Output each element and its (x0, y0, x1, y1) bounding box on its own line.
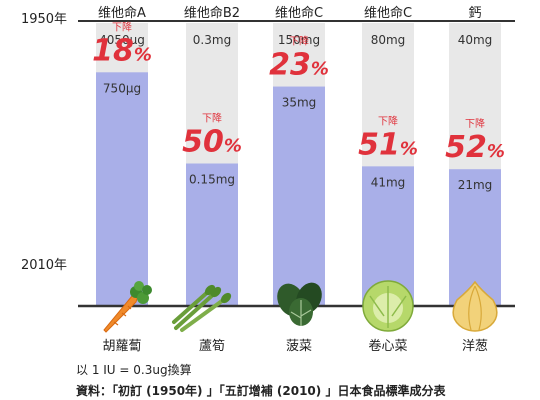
value-1950: 150mg (278, 33, 320, 47)
food-label: 菠菜 (286, 339, 312, 354)
decrease-label: 下降 (465, 117, 485, 130)
nutrient-decline-chart: 1950年2010年维他命A4050μg750μg下降18%胡蘿蔔维他命B20.… (21, 5, 515, 354)
food-label: 洋葱 (462, 339, 488, 354)
value-1950: 80mg (371, 33, 406, 47)
food-label: 胡蘿蔔 (102, 339, 141, 354)
decrease-label: 下降 (289, 35, 309, 48)
food-label: 蘆筍 (199, 338, 225, 354)
carrot-icon (103, 281, 152, 333)
decrease-percent: 50% (182, 125, 242, 160)
y-label-2010: 2010年 (21, 258, 67, 273)
value-2010: 21mg (458, 178, 493, 192)
decrease-percent: 52% (445, 130, 505, 165)
cabbage-icon (362, 280, 414, 332)
conversion-note: 以 1 IU = 0.3ug換算 (76, 363, 192, 377)
value-2010: 41mg (371, 175, 406, 189)
value-2010: 0.15mg (189, 173, 235, 187)
asparagus-icon (172, 284, 232, 332)
nutrient-label: 维他命C (275, 5, 323, 21)
decrease-label: 下降 (202, 112, 222, 125)
food-label: 卷心菜 (368, 338, 407, 354)
y-label-1950: 1950年 (21, 12, 67, 27)
nutrient-label: 维他命C (364, 5, 412, 21)
value-1950: 40mg (458, 33, 493, 47)
nutrient-label: 维他命B2 (184, 5, 240, 21)
bar-2010 (186, 163, 238, 306)
source-note: 資料：「初訂 (1950年) 」「五訂增補 (2010) 」日本食品標準成分表 (76, 384, 446, 398)
value-1950: 0.3mg (193, 33, 231, 47)
decrease-label: 下降 (112, 20, 132, 33)
nutrient-label: 维他命A (98, 5, 146, 21)
bar-2010 (96, 72, 148, 306)
decrease-label: 下降 (378, 114, 398, 127)
onion-icon (452, 280, 498, 332)
bar-2010 (273, 86, 325, 306)
value-2010: 750μg (103, 81, 141, 95)
decrease-percent: 18% (92, 33, 152, 68)
decrease-percent: 51% (358, 127, 418, 162)
value-2010: 35mg (282, 96, 317, 110)
value-1950: 4050μg (99, 33, 145, 47)
spinach-icon (277, 282, 322, 326)
nutrient-label: 鈣 (468, 6, 481, 21)
decrease-percent: 23% (269, 48, 329, 83)
